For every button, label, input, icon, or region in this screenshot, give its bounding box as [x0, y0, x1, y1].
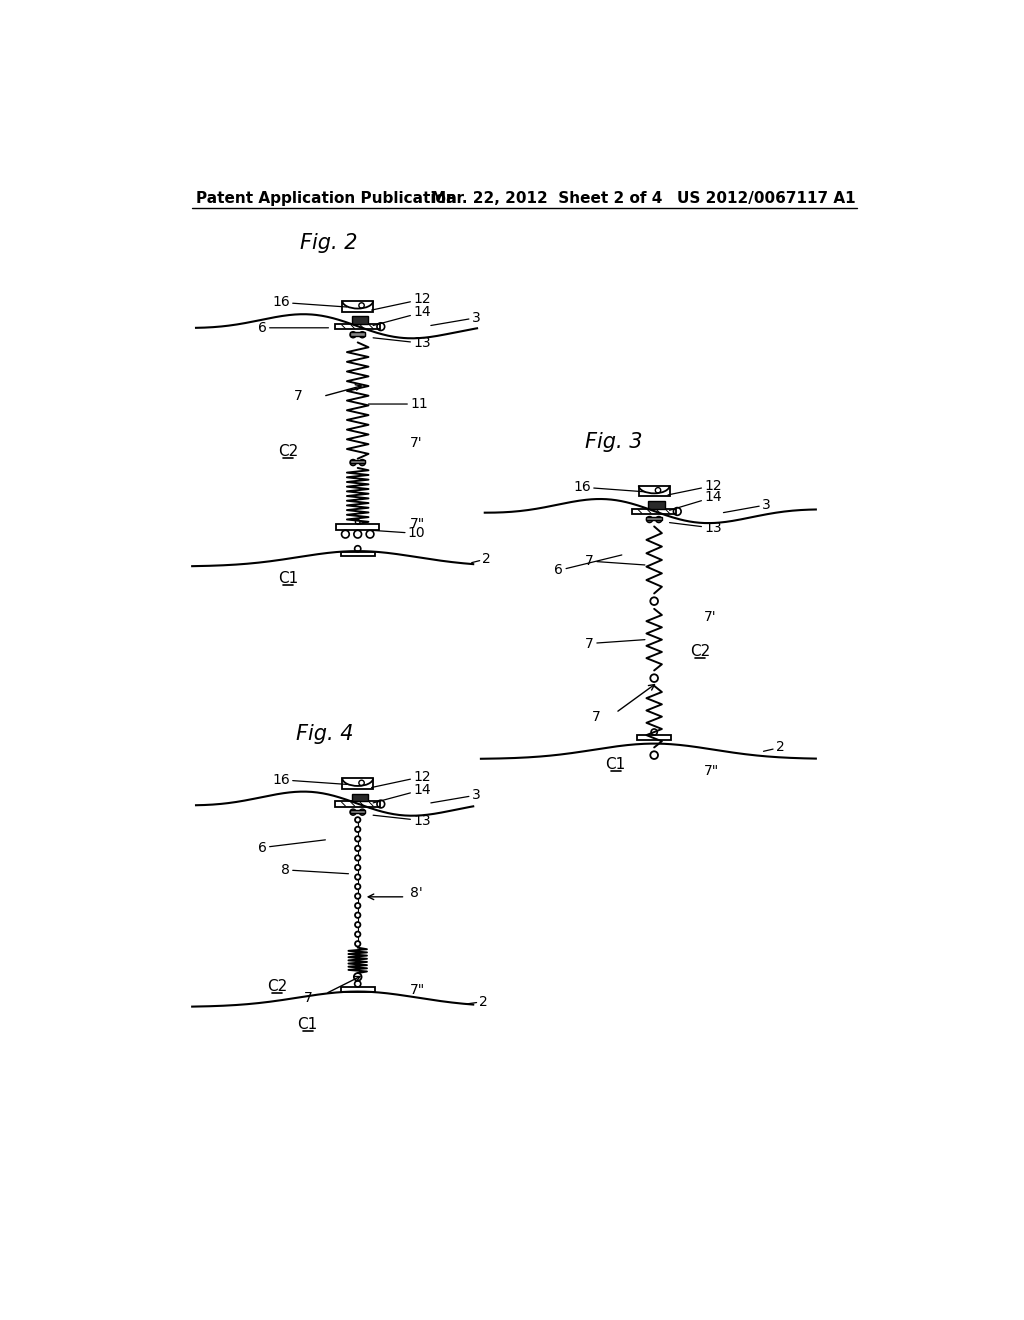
Circle shape — [646, 516, 652, 523]
Circle shape — [350, 459, 356, 466]
Bar — [341, 552, 375, 557]
Text: 7": 7" — [410, 983, 425, 997]
Text: Patent Application Publication: Patent Application Publication — [196, 191, 457, 206]
Bar — [350, 333, 366, 335]
Text: 7": 7" — [705, 763, 720, 777]
Circle shape — [355, 836, 360, 842]
Bar — [351, 317, 369, 323]
Text: 6: 6 — [258, 840, 326, 854]
Bar — [350, 810, 366, 813]
Text: 7: 7 — [586, 636, 645, 651]
Bar — [336, 524, 379, 529]
Text: 12: 12 — [668, 479, 722, 495]
Text: Fig. 4: Fig. 4 — [296, 725, 353, 744]
Text: Fig. 3: Fig. 3 — [585, 432, 642, 451]
Text: 7: 7 — [592, 710, 600, 723]
Bar — [646, 517, 662, 520]
Text: C2: C2 — [266, 978, 287, 994]
Circle shape — [355, 846, 360, 851]
Text: 13: 13 — [373, 813, 431, 828]
Text: C1: C1 — [605, 756, 626, 772]
Circle shape — [355, 941, 360, 946]
Text: 2: 2 — [467, 994, 488, 1008]
Circle shape — [350, 331, 356, 338]
Text: 10: 10 — [372, 527, 425, 540]
Circle shape — [355, 884, 360, 890]
Text: 7: 7 — [294, 389, 302, 404]
Text: 16: 16 — [272, 296, 347, 309]
Bar — [637, 735, 671, 739]
Text: 6: 6 — [554, 554, 622, 577]
Circle shape — [355, 874, 360, 879]
Text: 7": 7" — [410, 517, 425, 531]
Circle shape — [355, 894, 360, 899]
Bar — [342, 301, 373, 312]
Text: 8': 8' — [410, 886, 423, 900]
Text: C2: C2 — [279, 444, 299, 458]
Text: 14: 14 — [670, 490, 722, 511]
Bar — [351, 793, 369, 801]
Text: 11: 11 — [369, 397, 428, 411]
Circle shape — [355, 903, 360, 908]
Text: 13: 13 — [373, 337, 431, 350]
Text: 13: 13 — [670, 521, 722, 535]
Circle shape — [355, 817, 360, 822]
Text: 12: 12 — [372, 770, 431, 788]
Circle shape — [359, 809, 366, 816]
Bar — [341, 987, 375, 991]
Text: 2: 2 — [472, 552, 492, 566]
Bar — [336, 801, 380, 807]
Text: 14: 14 — [373, 783, 431, 803]
Text: 12: 12 — [372, 292, 431, 310]
Text: C1: C1 — [298, 1018, 317, 1032]
Circle shape — [355, 912, 360, 917]
Text: 3: 3 — [724, 498, 771, 512]
Text: 3: 3 — [431, 310, 480, 326]
Text: 14: 14 — [373, 305, 431, 326]
Bar — [632, 508, 677, 513]
Text: 6: 6 — [258, 321, 329, 335]
Text: C1: C1 — [279, 570, 299, 586]
Circle shape — [359, 459, 366, 466]
Bar — [639, 486, 670, 496]
Circle shape — [355, 826, 360, 832]
Circle shape — [355, 932, 360, 937]
Text: 7': 7' — [705, 610, 717, 623]
Text: 16: 16 — [272, 772, 347, 787]
Text: 7': 7' — [410, 436, 423, 450]
Bar — [336, 323, 380, 330]
Text: 2: 2 — [764, 741, 784, 755]
Text: Fig. 2: Fig. 2 — [300, 234, 357, 253]
Text: 7: 7 — [304, 991, 313, 1005]
Circle shape — [355, 855, 360, 861]
Bar — [342, 779, 373, 789]
Text: 7: 7 — [586, 554, 645, 568]
Circle shape — [655, 516, 662, 523]
Circle shape — [359, 331, 366, 338]
Text: C2: C2 — [690, 644, 711, 659]
Text: 8: 8 — [281, 863, 348, 876]
Text: US 2012/0067117 A1: US 2012/0067117 A1 — [677, 191, 856, 206]
Circle shape — [350, 809, 356, 816]
Text: 3: 3 — [431, 788, 480, 803]
Text: Mar. 22, 2012  Sheet 2 of 4: Mar. 22, 2012 Sheet 2 of 4 — [431, 191, 663, 206]
Circle shape — [355, 923, 360, 928]
Text: 16: 16 — [573, 480, 645, 494]
Bar — [648, 502, 665, 508]
Bar — [350, 461, 366, 463]
Circle shape — [355, 865, 360, 870]
